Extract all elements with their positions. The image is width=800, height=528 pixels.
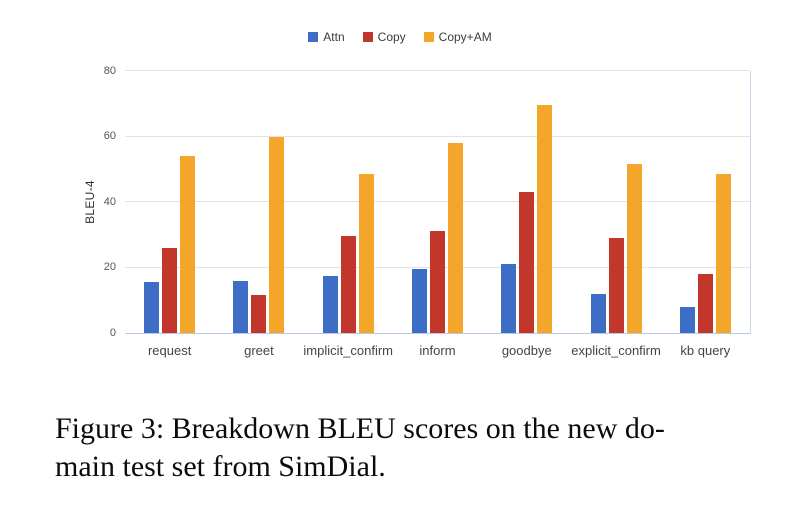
- bar-group-kb-query: kb query: [679, 71, 731, 358]
- bar-group-goodbye: goodbye: [501, 71, 553, 358]
- bar-copy-request: [162, 247, 178, 333]
- caption-line-2: main test set from SimDial.: [55, 450, 386, 484]
- legend-swatch-copy: [362, 32, 373, 42]
- bar-attn-inform: [411, 269, 427, 333]
- bar-group-explicit_confirm: explicit_confirm: [571, 71, 661, 358]
- y-tick-label-80: 80: [103, 64, 116, 77]
- bar-copy-kb-query: [697, 274, 713, 333]
- figure-caption: Figure 3: Breakdown BLEU scores on the n…: [55, 410, 765, 487]
- gridline-0: 0: [110, 327, 750, 339]
- bar-chart-plot-area: 0 20 40 60 80 request greet implicit_confirm inf…: [104, 65, 751, 358]
- bar-copy-am-inform: [447, 143, 463, 333]
- bar-group-request: request: [144, 71, 196, 358]
- legend-swatch-copy-am: [423, 32, 434, 42]
- gridline-40: 40: [104, 196, 750, 208]
- gridline-80: 80: [104, 65, 750, 77]
- bar-attn-kb-query: [679, 306, 695, 333]
- x-axis-label-kb-query: kb query: [680, 343, 731, 358]
- bar-attn-explicit_confirm: [590, 293, 606, 333]
- legend-swatch-attn: [308, 32, 319, 42]
- y-tick-label-0: 0: [109, 326, 116, 339]
- legend-label-copy-am: Copy+AM: [438, 30, 492, 44]
- x-axis-label-greet: greet: [244, 343, 274, 358]
- bar-group-greet: greet: [233, 71, 285, 358]
- bar-attn-goodbye: [501, 264, 517, 333]
- chart-legend: Attn Copy Copy+AM: [0, 30, 800, 44]
- bar-copy-goodbye: [519, 192, 535, 333]
- y-tick-label-60: 60: [103, 130, 116, 142]
- legend-label-attn: Attn: [323, 30, 345, 44]
- gridline-60: 60: [104, 130, 750, 142]
- caption-line-1: Figure 3: Breakdown BLEU scores on the n…: [55, 412, 665, 445]
- bar-attn-request: [144, 282, 160, 333]
- legend-item-copy: Copy: [362, 30, 406, 44]
- bar-attn-implicit_confirm: [322, 275, 338, 333]
- bar-attn-greet: [233, 280, 249, 333]
- bar-copy-greet: [251, 295, 267, 333]
- bar-group-inform: inform: [411, 71, 463, 358]
- legend-item-copy-am: Copy+AM: [423, 30, 492, 44]
- bar-copy-am-explicit_confirm: [626, 164, 642, 333]
- x-axis-label-request: request: [147, 343, 192, 358]
- y-tick-label-20: 20: [103, 261, 116, 273]
- bar-copy-am-greet: [269, 136, 285, 333]
- legend-item-attn: Attn: [308, 30, 345, 44]
- bar-group-implicit_confirm: implicit_confirm: [303, 71, 393, 358]
- x-axis-label-implicit_confirm: implicit_confirm: [303, 343, 393, 358]
- legend-label-copy: Copy: [377, 30, 406, 44]
- bar-copy-am-goodbye: [537, 105, 553, 333]
- bar-copy-inform: [429, 231, 445, 333]
- x-axis-label-explicit_confirm: explicit_confirm: [571, 343, 661, 358]
- y-tick-label-40: 40: [103, 195, 116, 208]
- bar-copy-implicit_confirm: [340, 236, 356, 333]
- bar-copy-am-kb-query: [715, 174, 731, 333]
- bar-copy-am-request: [180, 156, 196, 333]
- x-axis-label-goodbye: goodbye: [501, 343, 552, 358]
- bar-copy-am-implicit_confirm: [358, 174, 374, 333]
- bar-copy-explicit_confirm: [608, 238, 624, 333]
- x-axis-label-inform: inform: [419, 343, 456, 358]
- y-axis-title: BLEU-4: [83, 180, 97, 224]
